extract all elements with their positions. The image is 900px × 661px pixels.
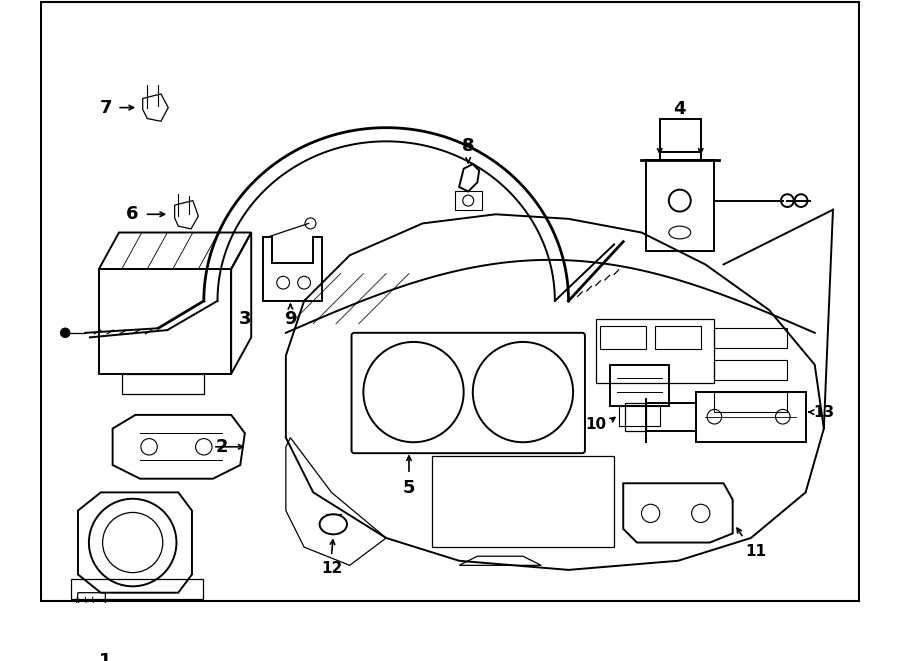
Bar — [646, 159, 715, 251]
Text: 4: 4 — [673, 100, 686, 118]
Bar — [715, 392, 788, 412]
Text: 1: 1 — [99, 652, 112, 661]
Text: 10: 10 — [585, 416, 607, 432]
Text: 13: 13 — [814, 405, 834, 420]
Text: 12: 12 — [320, 561, 342, 576]
Bar — [99, 269, 231, 374]
Bar — [122, 374, 203, 394]
Text: 8: 8 — [462, 137, 474, 155]
Bar — [600, 327, 646, 349]
Bar — [609, 365, 669, 406]
Text: 2: 2 — [216, 438, 229, 456]
Text: 7: 7 — [100, 98, 112, 116]
Text: 6: 6 — [125, 206, 138, 223]
Bar — [715, 329, 788, 348]
Bar — [432, 456, 614, 547]
Bar — [655, 327, 701, 349]
Bar — [454, 192, 482, 210]
Text: 11: 11 — [745, 544, 766, 559]
Bar — [596, 319, 715, 383]
Bar — [618, 406, 660, 426]
Text: 9: 9 — [284, 310, 297, 328]
Text: 3: 3 — [238, 310, 251, 328]
Bar — [697, 392, 806, 442]
Circle shape — [60, 329, 70, 337]
Bar — [715, 360, 788, 380]
Bar — [626, 403, 646, 431]
Text: 5: 5 — [402, 479, 415, 497]
Bar — [71, 579, 202, 599]
